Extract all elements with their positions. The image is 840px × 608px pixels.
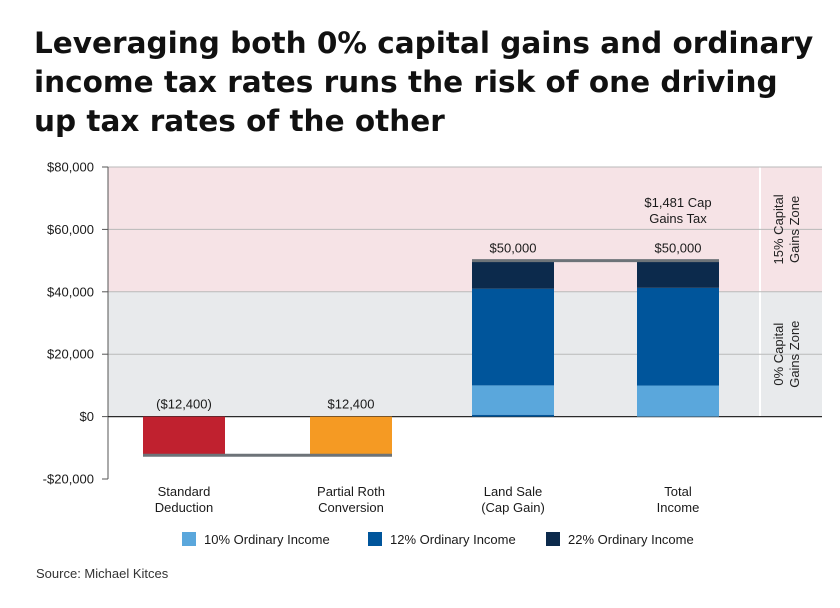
legend-swatch <box>546 532 560 546</box>
x-category-label: Conversion <box>318 500 384 515</box>
bars-layer <box>143 259 719 457</box>
bar-value-label: ($12,400) <box>156 397 212 412</box>
y-tick-label: $20,000 <box>47 347 94 362</box>
y-tick-label: $40,000 <box>47 284 94 299</box>
zone-label-line: Gains Zone <box>787 321 802 388</box>
bar-segment <box>637 287 719 386</box>
annotation-line: $1,481 Cap <box>644 195 711 210</box>
bar-value-label: $50,000 <box>655 241 702 256</box>
zone-label-line: Gains Zone <box>787 196 802 263</box>
zone-label-line: 15% Capital <box>771 194 786 264</box>
legend-swatch <box>182 532 196 546</box>
x-category-label: Standard <box>158 484 211 499</box>
annotation-line: Gains Tax <box>649 211 707 226</box>
bar-segment <box>310 416 392 456</box>
y-tick-label: -$20,000 <box>43 472 94 487</box>
x-category-label: Partial Roth <box>317 484 385 499</box>
bar-segment <box>472 260 554 289</box>
x-category-label: (Cap Gain) <box>481 500 545 515</box>
y-tick-label: $0 <box>80 409 94 424</box>
bar-segment <box>472 385 554 415</box>
bar-segment <box>637 260 719 288</box>
legend-swatch <box>368 532 382 546</box>
x-category-label: Land Sale <box>484 484 543 499</box>
bar-value-label: $12,400 <box>328 397 375 412</box>
x-category-label: Deduction <box>155 500 214 515</box>
bar-segment <box>472 414 554 417</box>
chart-title: Leveraging both 0% capital gains and ord… <box>34 26 814 138</box>
legend-label: 12% Ordinary Income <box>390 532 516 547</box>
source-note: Source: Michael Kitces <box>36 566 169 581</box>
bar-segment <box>637 385 719 417</box>
zone-label-line: 0% Capital <box>771 323 786 386</box>
legend-label: 10% Ordinary Income <box>204 532 330 547</box>
y-tick-label: $60,000 <box>47 222 94 237</box>
x-category-label: Total <box>664 484 692 499</box>
legend-layer: 10% Ordinary Income 12% Ordinary Income 22… <box>182 532 694 547</box>
zone-label: 15% CapitalGains Zone <box>771 194 802 264</box>
bar-segment <box>143 416 225 456</box>
legend-label: 22% Ordinary Income <box>568 532 694 547</box>
zone-label: 0% CapitalGains Zone <box>771 321 802 388</box>
y-tick-label: $80,000 <box>47 160 94 175</box>
bar-segment <box>472 288 554 386</box>
x-category-label: Income <box>657 500 700 515</box>
bar-value-label: $50,000 <box>490 241 537 256</box>
